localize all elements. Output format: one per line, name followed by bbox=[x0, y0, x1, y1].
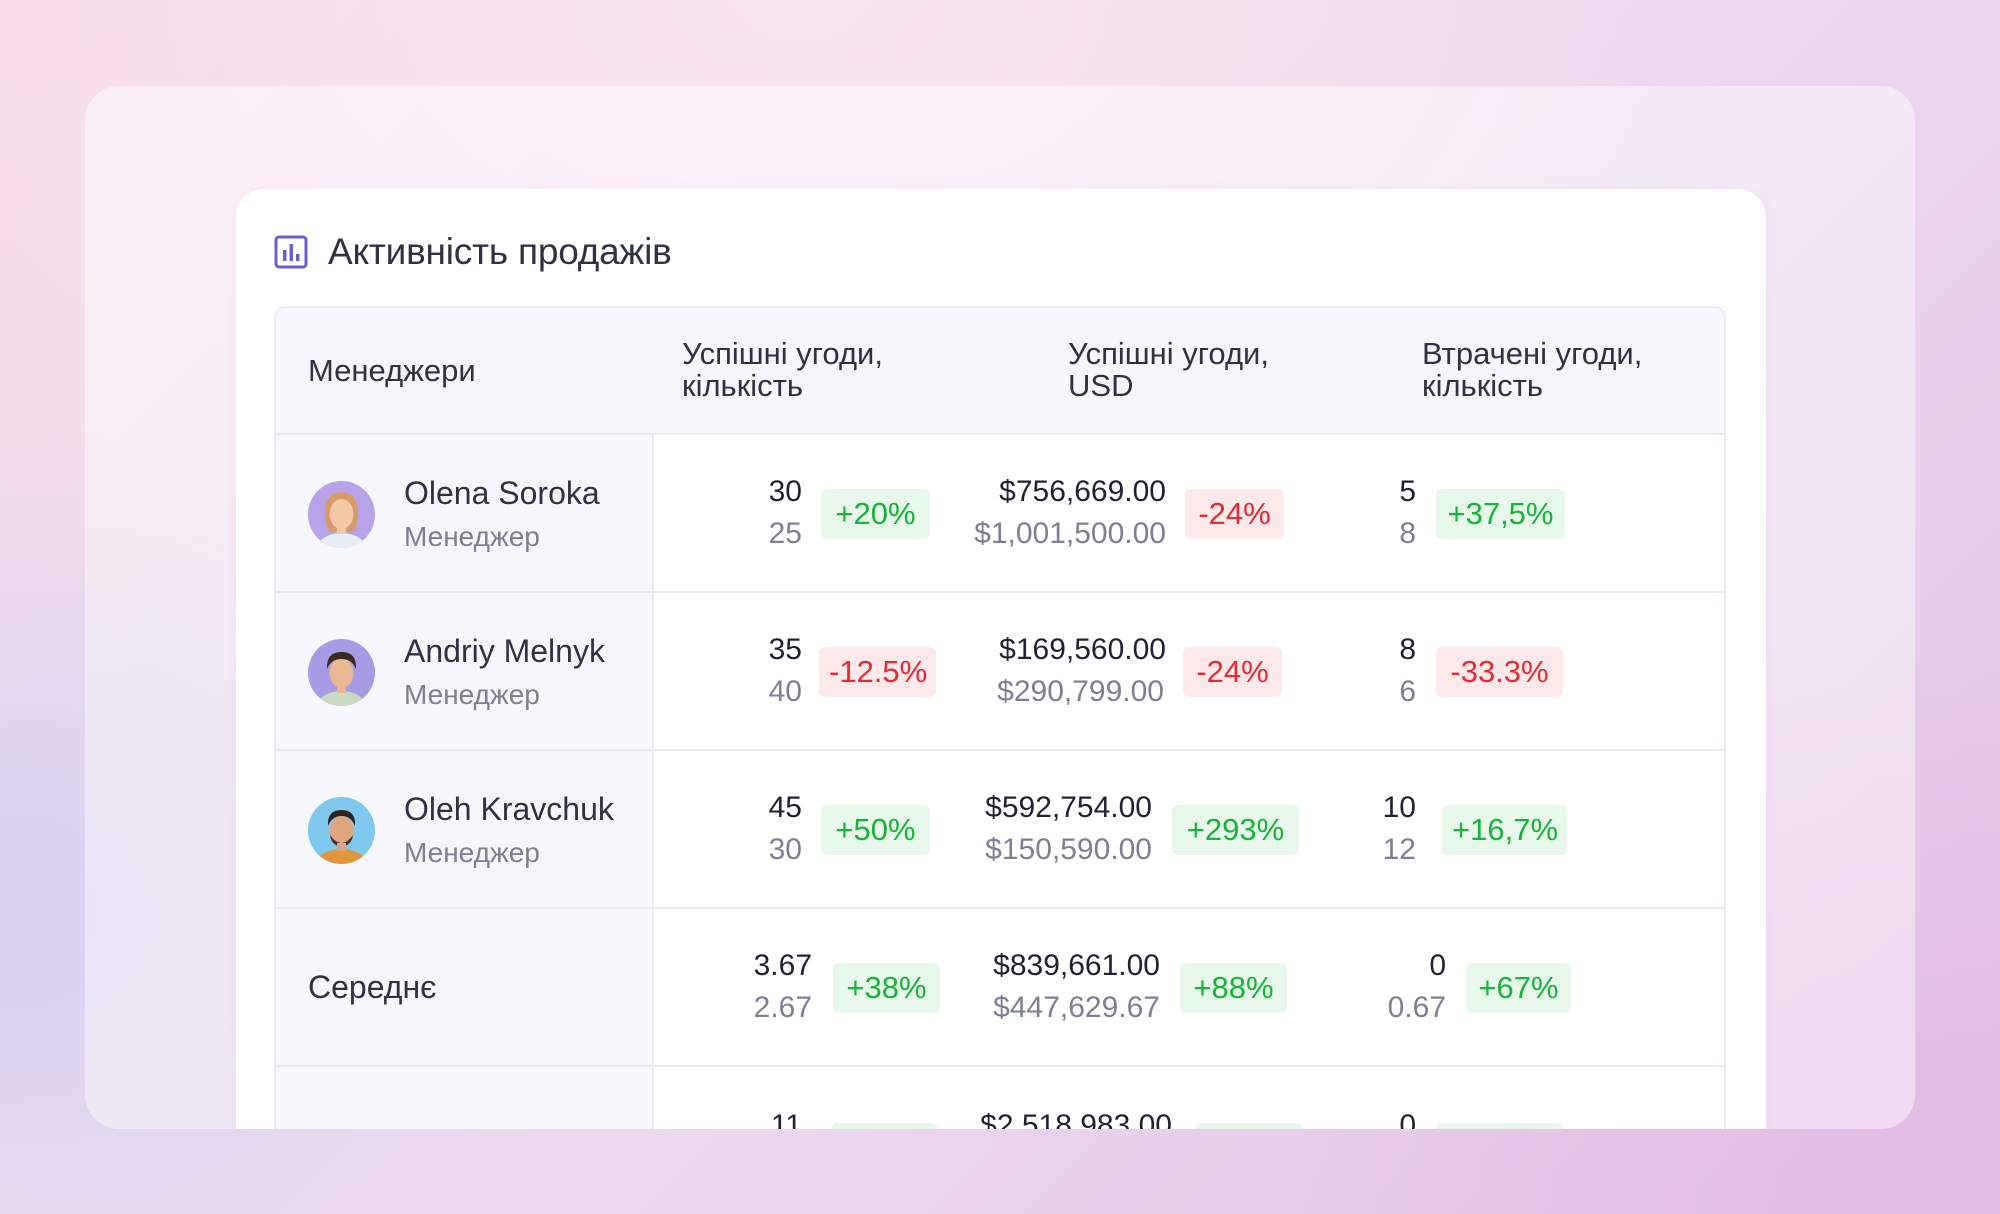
won-usd-current: $592,754.00 bbox=[985, 791, 1152, 824]
won-usd-previous: $1,001,500.00 bbox=[974, 517, 1166, 550]
lost-count-current: 10 bbox=[1382, 791, 1416, 824]
won-usd-current: $839,661.00 bbox=[993, 949, 1160, 982]
lost-count-current: 0 bbox=[1399, 1109, 1416, 1129]
managers-column-bg bbox=[276, 308, 654, 1129]
table-row[interactable]: 11 $2,518,983.00 0 bbox=[276, 1067, 1724, 1129]
won-usd-current: $169,560.00 bbox=[999, 633, 1166, 666]
won-usd-previous: $290,799.00 bbox=[997, 675, 1164, 708]
change-badge bbox=[1196, 1123, 1303, 1129]
change-badge bbox=[1436, 1123, 1563, 1129]
won-usd-current: $2,518,983.00 bbox=[980, 1109, 1172, 1129]
change-badge: +88% bbox=[1180, 963, 1287, 1013]
card-header: Активність продажів bbox=[274, 227, 672, 277]
average-row: Середнє 3.67 2.67 +38% $839,661.00 $447,… bbox=[276, 909, 1724, 1067]
won-count-current: 11 bbox=[770, 1109, 802, 1129]
won-count-current: 30 bbox=[768, 475, 802, 508]
lost-count-current: 0 bbox=[1429, 949, 1446, 982]
manager-role: Менеджер bbox=[404, 521, 540, 552]
bar-chart-icon bbox=[274, 235, 308, 269]
lost-count-previous: 0.67 bbox=[1387, 991, 1446, 1024]
lost-count-previous: 8 bbox=[1399, 517, 1416, 550]
won-count-previous: 40 bbox=[768, 675, 802, 708]
change-badge: +50% bbox=[821, 805, 930, 855]
won-usd-current: $756,669.00 bbox=[999, 475, 1166, 508]
change-badge bbox=[831, 1123, 938, 1129]
manager-role: Менеджер bbox=[404, 679, 540, 710]
change-badge: -12.5% bbox=[819, 647, 936, 697]
change-badge: +293% bbox=[1172, 805, 1299, 855]
card-title: Активність продажів bbox=[328, 231, 672, 272]
lost-count-current: 8 bbox=[1399, 633, 1416, 666]
header-won-usd: Успішні угоди, USD bbox=[1068, 336, 1269, 403]
manager-name: Andriy Melnyk bbox=[404, 633, 605, 669]
change-badge: -24% bbox=[1185, 489, 1284, 539]
won-count-previous: 30 bbox=[768, 833, 802, 866]
won-count-previous: 2.67 bbox=[753, 991, 812, 1024]
won-count-previous: 25 bbox=[768, 517, 802, 550]
change-badge: -24% bbox=[1183, 647, 1282, 697]
table-header: Менеджери Успішні угоди, кількість Успіш… bbox=[276, 308, 1724, 435]
change-badge: -33.3% bbox=[1436, 647, 1563, 697]
avatar bbox=[308, 481, 375, 548]
header-lost-count: Втрачені угоди, кількість bbox=[1422, 336, 1643, 403]
won-usd-previous: $447,629.67 bbox=[993, 991, 1160, 1024]
lost-count-previous: 12 bbox=[1382, 833, 1416, 866]
won-count-current: 35 bbox=[768, 633, 802, 666]
header-managers: Менеджери bbox=[308, 353, 476, 388]
avatar bbox=[308, 639, 375, 706]
manager-name: Olena Soroka bbox=[404, 475, 600, 511]
sales-table: Менеджери Успішні угоди, кількість Успіш… bbox=[274, 306, 1726, 1129]
average-label: Середнє bbox=[308, 969, 437, 1005]
won-count-current: 3.67 bbox=[753, 949, 812, 982]
won-usd-previous: $150,590.00 bbox=[985, 833, 1152, 866]
lost-count-previous: 6 bbox=[1399, 675, 1416, 708]
change-badge: +37,5% bbox=[1436, 489, 1565, 539]
table-row[interactable]: Olena Soroka Менеджер 30 25 +20% $756,66… bbox=[276, 435, 1724, 593]
manager-role: Менеджер bbox=[404, 837, 540, 868]
header-won-count: Успішні угоди, кількість bbox=[682, 336, 883, 403]
change-badge: +67% bbox=[1466, 963, 1571, 1013]
manager-name: Oleh Kravchuk bbox=[404, 791, 614, 827]
lost-count-current: 5 bbox=[1399, 475, 1416, 508]
won-count-current: 45 bbox=[768, 791, 802, 824]
table-row[interactable]: Oleh Kravchuk Менеджер 45 30 +50% $592,7… bbox=[276, 751, 1724, 909]
avatar bbox=[308, 797, 375, 864]
background-panel: Активність продажів Менеджери Успішні уг… bbox=[85, 86, 1915, 1129]
change-badge: +16,7% bbox=[1442, 805, 1567, 855]
change-badge: +20% bbox=[821, 489, 930, 539]
change-badge: +38% bbox=[833, 963, 940, 1013]
sales-activity-card: Активність продажів Менеджери Успішні уг… bbox=[236, 189, 1766, 1129]
table-row[interactable]: Andriy Melnyk Менеджер 35 40 -12.5% $169… bbox=[276, 593, 1724, 751]
